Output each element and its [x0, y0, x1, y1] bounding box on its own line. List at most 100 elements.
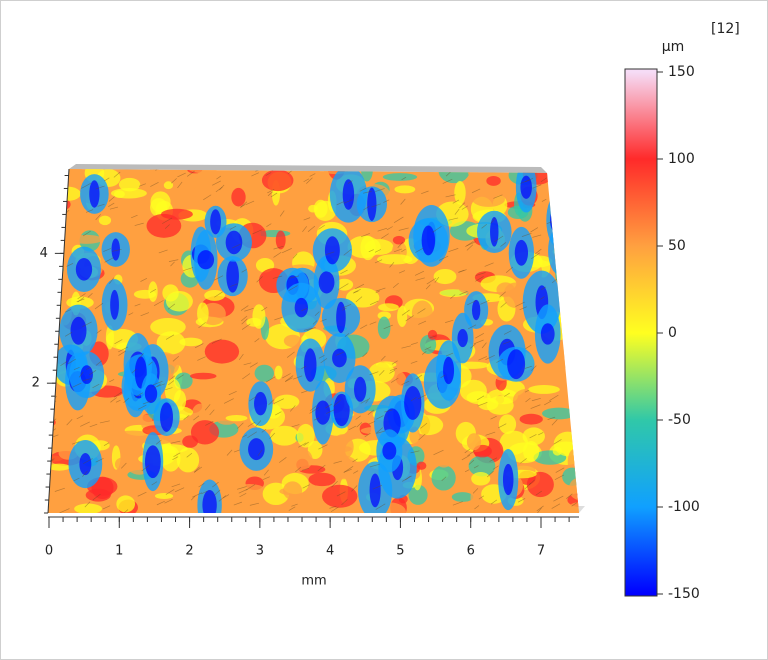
- surface-hatch: [421, 190, 429, 194]
- surface-valley-core: [225, 230, 243, 255]
- surface-hatch: [193, 415, 200, 421]
- surface-valley-core: [333, 393, 350, 427]
- surface-hatch: [418, 433, 426, 441]
- surface-hatch: [215, 186, 223, 193]
- surface-texture: [503, 282, 528, 308]
- surface-texture: [459, 379, 487, 402]
- surface-hatch: [555, 467, 565, 473]
- surface-hatch: [172, 456, 179, 461]
- surface-hatch: [99, 420, 110, 424]
- surface-hatch: [203, 194, 212, 201]
- surface-hatch: [401, 345, 412, 349]
- surface-texture: [274, 365, 283, 380]
- surface-hatch: [289, 405, 296, 412]
- surface-hatch: [500, 242, 507, 247]
- surface-texture: [471, 471, 491, 486]
- surface-hatch: [525, 344, 532, 350]
- surface-hatch: [332, 400, 341, 407]
- surface-hatch: [353, 288, 361, 293]
- surface-hatch: [109, 379, 115, 383]
- surface-texture: [552, 172, 579, 181]
- surface-texture: [113, 190, 125, 198]
- surface-hatch: [434, 276, 440, 283]
- surface-texture: [252, 304, 266, 329]
- surface-hatch: [76, 415, 84, 420]
- surface-texture: [522, 427, 545, 446]
- surface-hatch: [442, 178, 453, 184]
- surface-hatch: [309, 407, 319, 414]
- surface-hatch: [233, 449, 240, 453]
- surface-hatch: [389, 368, 398, 371]
- surface-hatch: [468, 324, 477, 330]
- surface-hatch: [78, 371, 84, 378]
- surface-texture: [274, 394, 300, 409]
- surface-valley-core: [540, 323, 555, 345]
- surface-texture: [324, 455, 359, 480]
- surface-top-edge: [69, 164, 547, 173]
- surface-hatch: [418, 320, 427, 325]
- surface-hatch: [293, 375, 303, 380]
- surface-hatch: [103, 248, 112, 252]
- surface-hatch: [478, 495, 485, 500]
- surface-hatch: [131, 368, 137, 374]
- surface-hatch: [484, 262, 494, 267]
- surface-hatch: [458, 269, 465, 273]
- surface-hatch: [242, 434, 248, 438]
- surface-hatch: [554, 474, 565, 481]
- surface-valley-core: [471, 299, 481, 321]
- surface-hatch: [573, 223, 579, 227]
- surface-hatch: [167, 303, 176, 310]
- surface-hatch: [480, 300, 490, 305]
- surface-hatch: [59, 508, 70, 513]
- surface-hatch: [141, 465, 150, 472]
- surface-hatch: [561, 294, 571, 299]
- surface-hatch: [289, 275, 300, 279]
- surface-hatch: [265, 376, 276, 383]
- surface-hatch: [521, 233, 532, 237]
- surface-hatch: [256, 276, 263, 283]
- surface-texture: [377, 311, 391, 320]
- surface-texture: [150, 317, 186, 336]
- surface-valley-core: [160, 402, 174, 432]
- surface-texture: [486, 175, 501, 186]
- surface-texture: [568, 477, 579, 501]
- surface-texture: [555, 262, 564, 284]
- surface-hatch: [364, 432, 371, 438]
- surface-hatch: [363, 190, 372, 194]
- surface-hatch: [368, 249, 374, 253]
- surface-hatch: [340, 269, 348, 275]
- surface-hatch: [197, 356, 206, 361]
- surface-hatch: [306, 177, 313, 184]
- surface-texture: [176, 447, 200, 473]
- surface-valley-core: [89, 180, 100, 208]
- surface-hatch: [318, 355, 325, 359]
- surface-hatch: [530, 404, 541, 409]
- surface-hatch: [410, 360, 418, 364]
- surface-hatch: [59, 173, 67, 180]
- surface-texture: [146, 213, 182, 238]
- surface-hatch: [415, 248, 424, 253]
- surface-texture: [225, 414, 248, 422]
- surface-hatch: [134, 392, 144, 398]
- surface-valley-core: [144, 384, 158, 403]
- surface-hatch: [475, 333, 485, 339]
- surface-hatch: [389, 262, 395, 268]
- surface-hatch: [230, 283, 239, 287]
- surface-hatch: [380, 355, 386, 361]
- surface-hatch: [113, 391, 122, 398]
- surface-hatch: [551, 419, 558, 426]
- surface-hatch: [450, 294, 456, 299]
- surface-hatch: [369, 463, 380, 468]
- surface-hatch: [273, 245, 284, 250]
- x-tick-label: 6: [467, 544, 475, 559]
- surface-texture: [360, 235, 376, 261]
- surface-hatch: [383, 199, 390, 203]
- surface-hatch: [538, 432, 544, 436]
- surface-hatch: [102, 505, 111, 510]
- surface-hatch: [48, 412, 52, 418]
- surface-hatch: [547, 416, 556, 420]
- surface-hatch: [88, 370, 97, 376]
- surface-hatch: [103, 442, 110, 446]
- surface-hatch: [376, 430, 386, 434]
- surface-hatch: [365, 397, 371, 404]
